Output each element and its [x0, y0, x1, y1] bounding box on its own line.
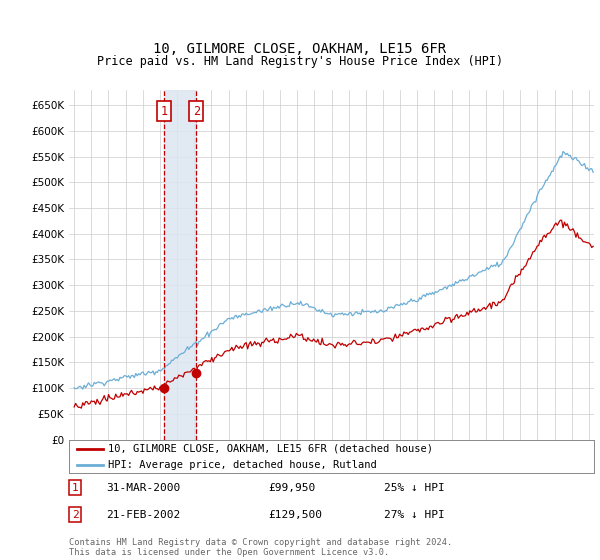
Text: Contains HM Land Registry data © Crown copyright and database right 2024.
This d: Contains HM Land Registry data © Crown c… [69, 538, 452, 557]
Text: 31-MAR-2000: 31-MAR-2000 [106, 483, 180, 493]
Text: £129,500: £129,500 [269, 510, 323, 520]
Text: 1: 1 [160, 105, 167, 118]
Text: 2: 2 [193, 105, 200, 118]
Text: £99,950: £99,950 [269, 483, 316, 493]
Text: 25% ↓ HPI: 25% ↓ HPI [384, 483, 445, 493]
Text: 2: 2 [72, 510, 79, 520]
Text: 10, GILMORE CLOSE, OAKHAM, LE15 6FR: 10, GILMORE CLOSE, OAKHAM, LE15 6FR [154, 42, 446, 56]
Text: Price paid vs. HM Land Registry's House Price Index (HPI): Price paid vs. HM Land Registry's House … [97, 55, 503, 68]
Text: 1: 1 [72, 483, 79, 493]
Bar [164, 90, 196, 440]
Text: 27% ↓ HPI: 27% ↓ HPI [384, 510, 445, 520]
Text: 10, GILMORE CLOSE, OAKHAM, LE15 6FR (detached house): 10, GILMORE CLOSE, OAKHAM, LE15 6FR (det… [109, 444, 433, 454]
Text: 21-FEB-2002: 21-FEB-2002 [106, 510, 180, 520]
Text: HPI: Average price, detached house, Rutland: HPI: Average price, detached house, Rutl… [109, 460, 377, 470]
